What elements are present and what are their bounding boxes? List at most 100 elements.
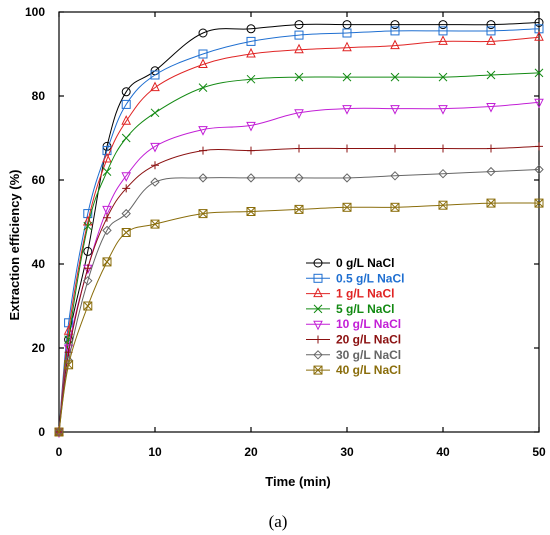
data-point xyxy=(102,205,112,216)
data-point xyxy=(438,26,448,36)
legend-marker xyxy=(313,365,323,375)
x-tick-label: 40 xyxy=(436,445,450,459)
data-point xyxy=(342,105,352,115)
data-point xyxy=(246,47,256,58)
data-point xyxy=(487,144,495,153)
data-point-cross xyxy=(64,360,73,370)
data-point xyxy=(534,198,544,208)
y-tick-label: 80 xyxy=(32,89,46,103)
data-point xyxy=(342,41,352,52)
legend-label: 0.5 g/L NaCl xyxy=(336,271,404,285)
data-point-cross xyxy=(121,228,131,237)
data-point xyxy=(295,144,303,153)
data-point xyxy=(83,264,92,273)
data-point xyxy=(294,109,304,119)
data-point-cross xyxy=(102,257,112,267)
data-point xyxy=(294,43,304,54)
data-point xyxy=(486,198,496,208)
data-point xyxy=(150,70,160,80)
legend-label: 10 g/L NaCl xyxy=(336,317,401,331)
legend-entry: 1 g/L NaCl xyxy=(306,287,394,301)
data-point xyxy=(199,146,207,155)
figure-caption: (a) xyxy=(269,512,288,531)
data-point xyxy=(390,202,400,212)
series-line xyxy=(58,72,540,433)
data-point xyxy=(246,24,256,34)
data-point xyxy=(198,83,208,92)
series-7 xyxy=(54,198,544,437)
data-point xyxy=(486,35,496,45)
y-axis-label: Extraction efficiency (%) xyxy=(7,170,22,321)
data-point xyxy=(83,276,93,286)
data-point xyxy=(64,348,73,357)
y-tick-label: 20 xyxy=(32,341,46,355)
legend-label: 30 g/L NaCl xyxy=(336,348,401,362)
series-2 xyxy=(54,31,544,436)
data-point xyxy=(486,166,496,177)
legend-marker xyxy=(313,258,323,268)
data-point xyxy=(198,209,208,219)
data-point xyxy=(486,70,496,80)
data-point xyxy=(535,142,543,151)
data-point xyxy=(150,108,160,118)
data-point xyxy=(486,20,496,30)
data-point xyxy=(102,152,112,163)
data-point xyxy=(390,26,400,36)
data-point xyxy=(390,171,400,181)
legend-label: 20 g/L NaCl xyxy=(336,333,401,347)
series-6 xyxy=(54,164,544,437)
data-point xyxy=(294,72,304,82)
y-tick-label: 0 xyxy=(38,425,45,439)
data-point xyxy=(438,20,448,30)
series-line xyxy=(58,36,540,433)
data-point xyxy=(63,325,74,335)
legend-entry: 5 g/L NaCl xyxy=(306,302,394,316)
data-point xyxy=(342,202,352,212)
data-point xyxy=(534,164,544,175)
series-0 xyxy=(54,18,544,437)
legend-marker xyxy=(313,320,323,331)
data-point xyxy=(150,142,160,153)
series-5 xyxy=(55,142,543,436)
data-point xyxy=(198,28,208,38)
data-point xyxy=(486,26,496,36)
data-point xyxy=(247,146,255,155)
data-point xyxy=(122,184,131,193)
series-line xyxy=(58,202,540,433)
data-point xyxy=(294,20,304,30)
series-3 xyxy=(54,68,544,437)
data-point xyxy=(342,72,352,82)
data-point xyxy=(54,427,64,437)
x-tick-label: 10 xyxy=(148,445,162,459)
data-point xyxy=(438,72,448,82)
data-point xyxy=(534,18,544,27)
legend-marker xyxy=(313,350,323,360)
data-point xyxy=(64,360,74,370)
legend-entry: 0 g/L NaCl xyxy=(306,256,394,270)
data-point-cross xyxy=(342,202,352,212)
data-point xyxy=(102,225,112,236)
data-point xyxy=(121,87,131,97)
data-point xyxy=(342,28,352,38)
legend-marker xyxy=(313,287,323,298)
plot-frame xyxy=(58,11,540,433)
data-point xyxy=(198,126,208,136)
data-point xyxy=(102,167,112,176)
data-point xyxy=(438,105,448,115)
data-point xyxy=(534,68,544,78)
data-point xyxy=(121,228,131,237)
data-point xyxy=(534,31,544,41)
data-point xyxy=(390,105,400,115)
data-point xyxy=(150,219,160,229)
data-point xyxy=(246,121,256,132)
data-point xyxy=(198,58,208,68)
legend-label: 5 g/L NaCl xyxy=(336,302,394,316)
data-point-cross xyxy=(390,202,400,212)
data-point xyxy=(343,144,351,153)
legend-entry: 10 g/L NaCl xyxy=(306,317,401,331)
x-tick-label: 50 xyxy=(532,445,546,459)
data-point xyxy=(121,115,132,125)
data-point xyxy=(83,246,93,256)
y-tick-label: 40 xyxy=(32,257,46,271)
